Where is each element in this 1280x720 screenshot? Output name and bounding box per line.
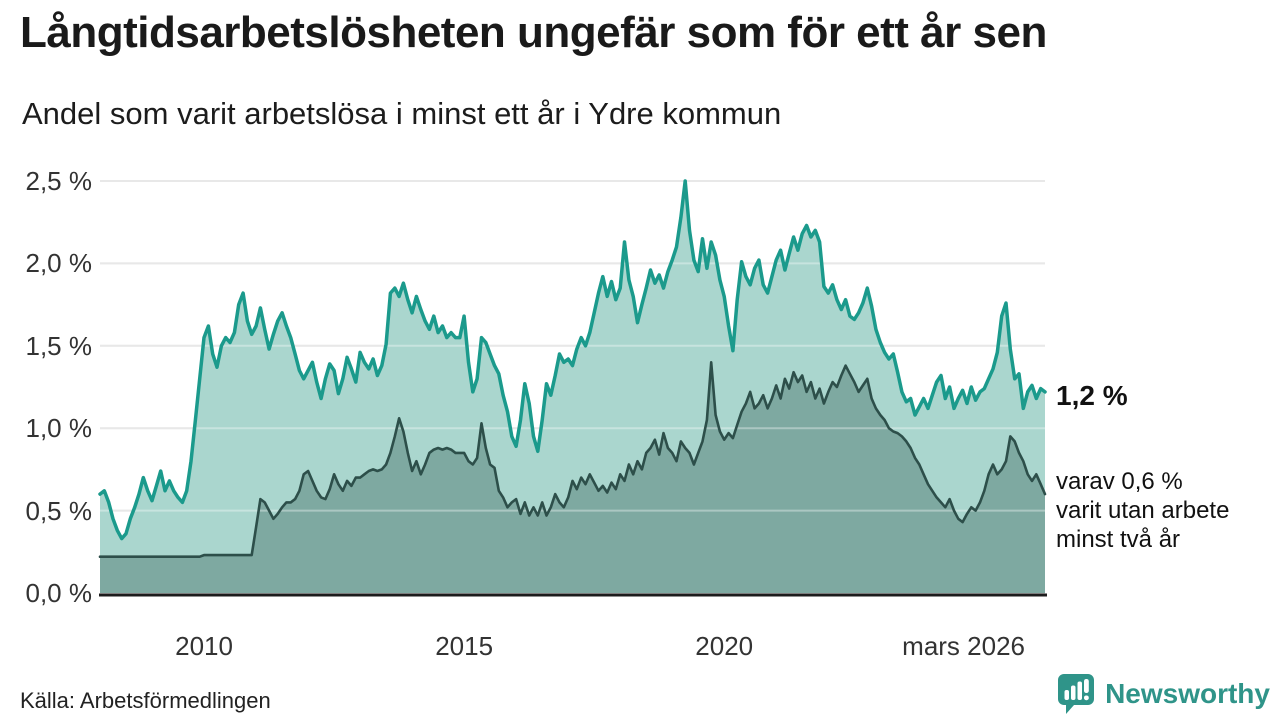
area-minst-ett-ar	[100, 181, 1045, 593]
area-minst-tva-ar	[100, 362, 1045, 593]
latest-value-label: 1,2 %	[1056, 380, 1128, 411]
x-axis-label: 2020	[695, 631, 754, 661]
y-axis-label: 1,5 %	[25, 330, 93, 361]
newsworthy-logo: Newsworthy	[1056, 672, 1270, 715]
latest-subvalue-label: varav 0,6 % varit utan arbete minst två …	[1056, 468, 1230, 553]
line-minst-ett-ar	[98, 179, 1047, 541]
newsworthy-logo-text: Newsworthy	[1105, 677, 1270, 709]
y-axis-label: 1,0 %	[25, 413, 93, 444]
x-axis-label: 2015	[435, 631, 494, 661]
y-axis-label: 0,0 %	[25, 578, 93, 608]
newsworthy-logo-icon	[1058, 674, 1095, 714]
x-axis-label: 2010	[175, 631, 233, 661]
chart-subtitle: Andel som varit arbetslösa i minst ett å…	[22, 96, 782, 131]
source-note: Källa: Arbetsförmedlingen	[20, 688, 271, 713]
page-title: Långtidsarbetslösheten ungefär som för e…	[20, 8, 1047, 57]
y-axis-label: 2,0 %	[25, 248, 93, 279]
line-minst-tva-ar	[98, 361, 1047, 558]
x-axis-label: mars 2026	[902, 631, 1025, 661]
y-axis-label: 0,5 %	[25, 495, 93, 526]
y-axis-label: 2,5 %	[25, 166, 93, 196]
